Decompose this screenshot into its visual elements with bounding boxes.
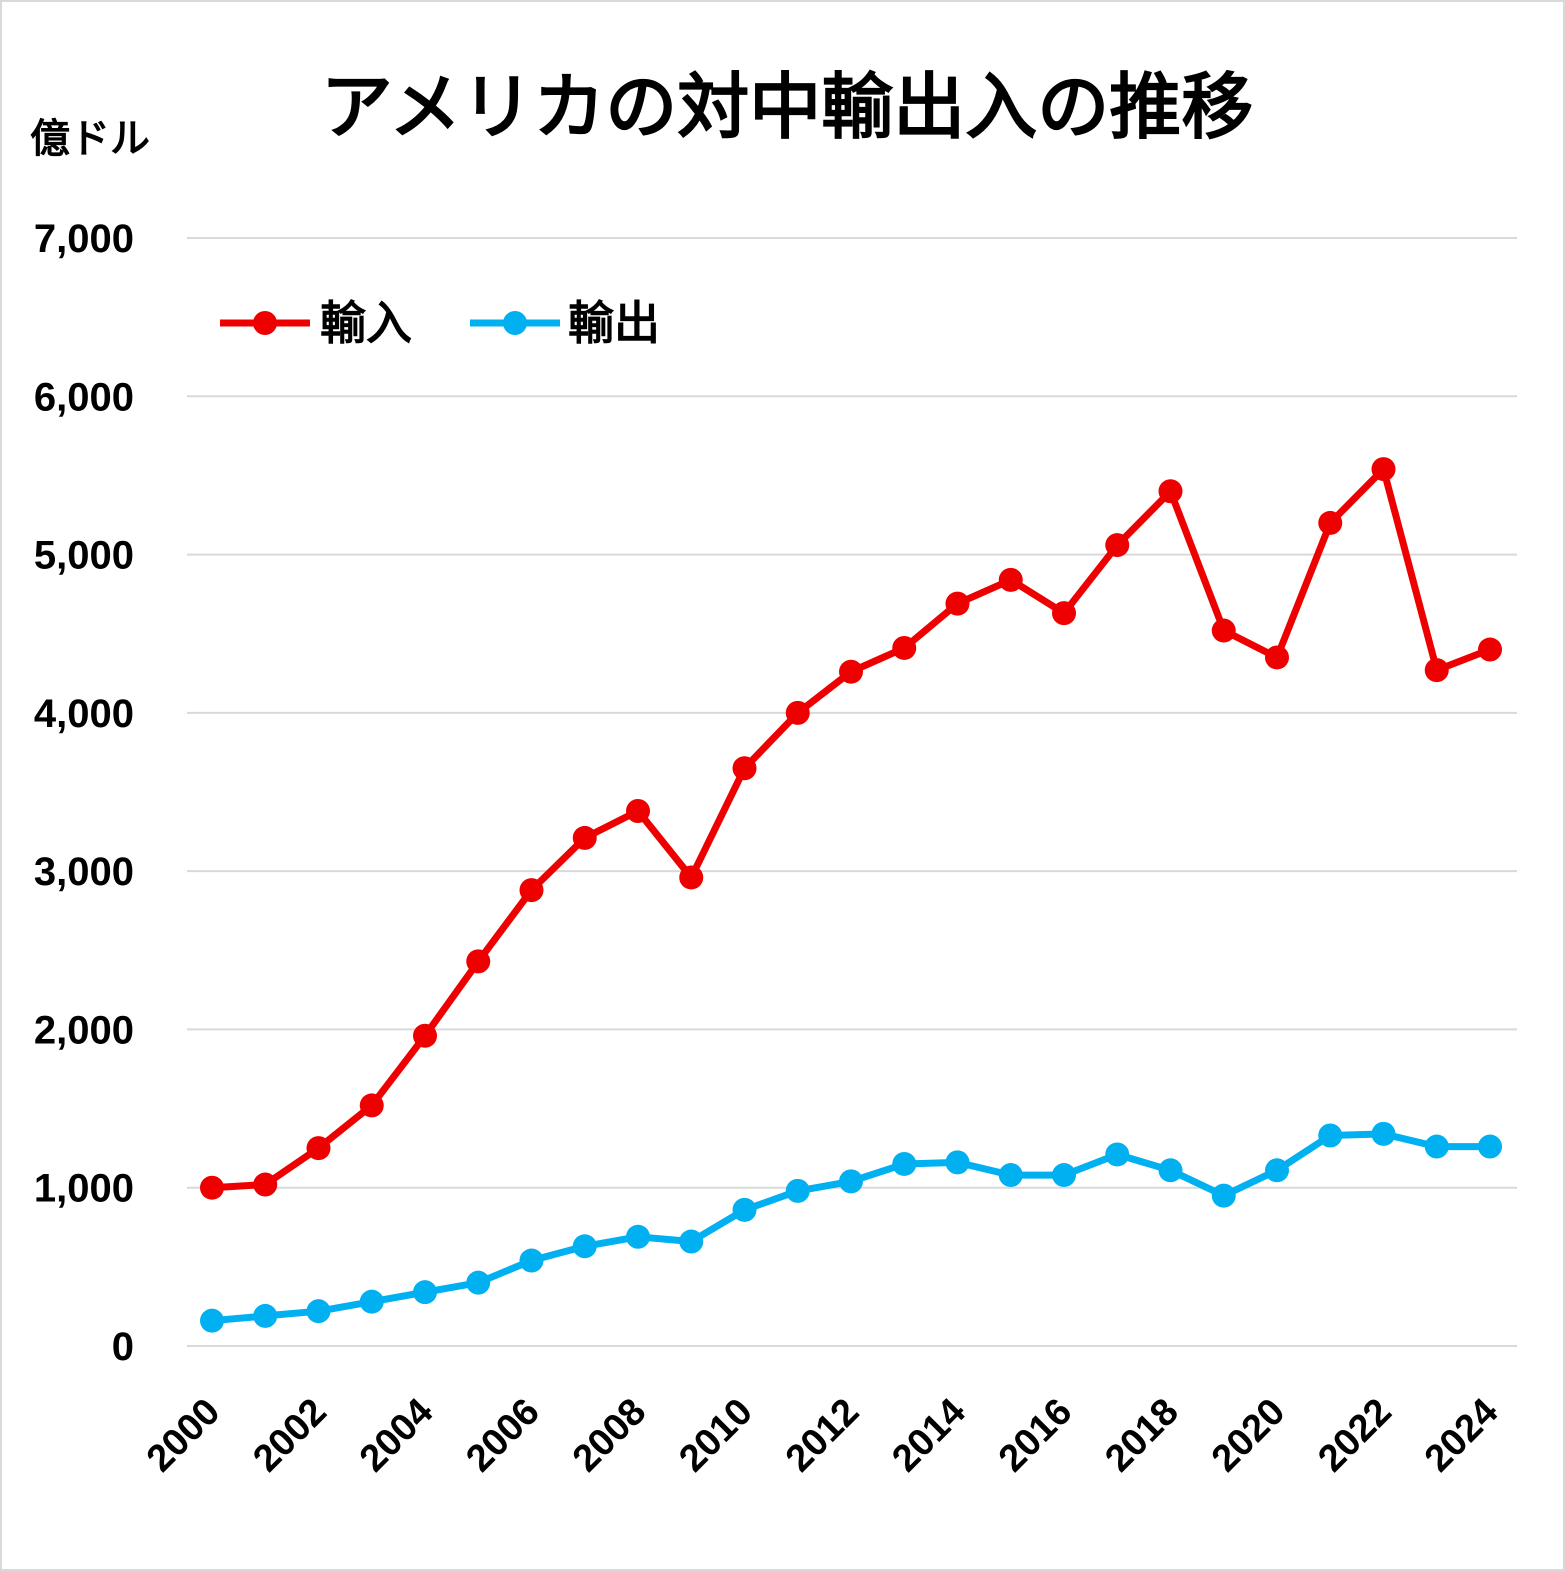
data-point	[1424, 1134, 1449, 1159]
y-tick-label: 6,000	[34, 375, 134, 419]
x-tick-label: 2022	[1310, 1391, 1399, 1480]
data-point	[572, 1234, 597, 1259]
data-point	[413, 1280, 437, 1305]
data-point	[466, 1270, 491, 1295]
data-point	[359, 1289, 384, 1314]
data-point	[998, 1163, 1023, 1188]
legend-item: 輸入	[220, 296, 412, 350]
data-point	[626, 798, 650, 823]
data-point	[785, 700, 810, 725]
data-point	[200, 1308, 224, 1333]
legend-item: 輸出	[470, 296, 660, 350]
y-tick-label: 0	[112, 1325, 134, 1369]
y-tick-label: 7,000	[34, 217, 134, 261]
x-tick-label: 2018	[1097, 1391, 1186, 1480]
data-point	[945, 591, 970, 616]
data-point	[892, 635, 917, 660]
data-point	[839, 1169, 863, 1194]
data-point	[1158, 479, 1183, 504]
data-point	[572, 825, 597, 850]
series-line	[211, 1130, 1490, 1325]
legend-label: 輸出	[568, 296, 660, 350]
data-point	[200, 1175, 224, 1200]
data-point	[1265, 1158, 1289, 1183]
data-point	[1211, 618, 1236, 643]
data-point	[1318, 510, 1343, 535]
y-axis-tick-labels: 0 1,000 2,000 3,000 4,000 5,000 6,000 7,000	[34, 217, 134, 1369]
legend-label: 輸入	[320, 296, 412, 350]
x-tick-label: 2024	[1417, 1391, 1506, 1480]
x-tick-label: 2010	[671, 1391, 760, 1480]
data-point	[253, 1172, 278, 1197]
data-point	[626, 1224, 650, 1249]
data-point	[1371, 1121, 1396, 1146]
x-axis-tick-labels: 2000 2002 2004 2006 2008 2010 2012 2014 2016 2018…	[139, 1391, 1506, 1480]
data-point	[1318, 1123, 1343, 1148]
data-point	[253, 1303, 278, 1328]
data-point	[519, 878, 544, 903]
legend: 輸入 輸出	[220, 296, 660, 350]
y-tick-label: 5,000	[34, 534, 134, 578]
data-point	[1052, 1163, 1076, 1188]
x-tick-label: 2016	[991, 1391, 1080, 1480]
data-series	[200, 457, 1502, 1333]
data-point	[1478, 1134, 1502, 1159]
x-tick-label: 2004	[352, 1391, 441, 1480]
chart-title: アメリカの対中輸出入の推移	[321, 65, 1253, 149]
series-imports	[200, 457, 1502, 1200]
x-tick-label: 2020	[1204, 1391, 1293, 1480]
series-exports	[200, 1121, 1502, 1333]
data-point	[306, 1136, 331, 1161]
data-point	[359, 1093, 384, 1118]
data-point	[998, 567, 1023, 592]
x-tick-label: 2012	[778, 1391, 867, 1480]
data-point	[1371, 457, 1396, 482]
y-tick-label: 1,000	[34, 1167, 134, 1211]
y-tick-label: 4,000	[34, 692, 134, 736]
data-point	[945, 1150, 970, 1175]
data-point	[732, 1197, 757, 1222]
data-point	[1424, 658, 1449, 683]
data-point	[1211, 1183, 1236, 1208]
data-point	[785, 1178, 810, 1203]
x-tick-label: 2000	[139, 1391, 228, 1480]
data-point	[892, 1151, 917, 1176]
x-tick-label: 2014	[884, 1391, 973, 1480]
y-tick-label: 3,000	[34, 850, 134, 894]
gridlines	[187, 237, 1517, 1347]
data-point	[466, 949, 491, 974]
data-point	[1105, 533, 1130, 558]
x-tick-label: 2006	[458, 1391, 547, 1480]
data-point	[1478, 637, 1502, 662]
data-point	[732, 756, 757, 781]
data-point	[413, 1023, 437, 1048]
legend-marker	[503, 311, 527, 335]
data-point	[519, 1248, 544, 1273]
data-point	[1052, 601, 1076, 626]
x-tick-label: 2002	[245, 1391, 334, 1480]
legend-marker	[253, 311, 277, 335]
data-point	[679, 1229, 704, 1254]
data-point	[839, 659, 863, 684]
data-point	[1105, 1142, 1130, 1167]
data-point	[1265, 645, 1289, 670]
x-tick-label: 2008	[565, 1391, 654, 1480]
series-line	[211, 465, 1492, 1192]
data-point	[306, 1299, 331, 1324]
data-point	[1158, 1158, 1183, 1183]
y-tick-label: 2,000	[34, 1008, 134, 1052]
data-point	[679, 865, 704, 890]
y-axis-unit-label: 億ドル	[30, 116, 150, 162]
